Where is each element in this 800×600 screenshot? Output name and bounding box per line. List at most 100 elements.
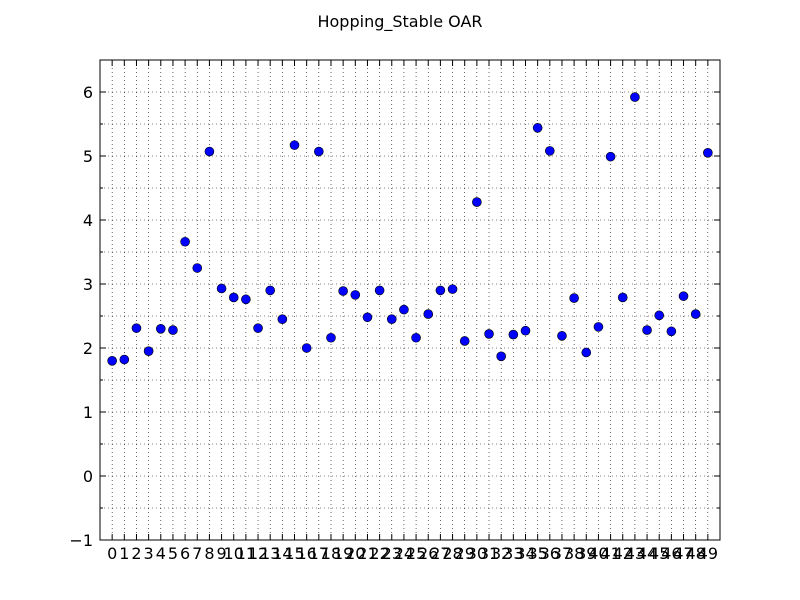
x-tick-label: 29 (455, 544, 475, 563)
data-point (411, 332, 421, 343)
x-tick-label: 43 (625, 544, 645, 563)
data-point (423, 309, 434, 319)
data-point (350, 290, 361, 300)
data-point (374, 285, 385, 296)
plot-frame (99, 59, 721, 541)
x-tick-label: 22 (369, 544, 389, 563)
x-tick-label: 35 (527, 544, 547, 563)
x-tick-label: 28 (442, 544, 462, 563)
y-tick-label: 2 (83, 339, 93, 358)
data-point (362, 312, 373, 323)
data-point (605, 151, 616, 162)
x-tick-label: 30 (467, 544, 487, 563)
grid (100, 59, 720, 541)
data-point (630, 92, 640, 102)
x-tick-label: 11 (236, 544, 256, 563)
x-tick-label: 44 (637, 544, 657, 563)
data-point (508, 329, 519, 340)
axis-ticks (100, 59, 720, 541)
x-tick-label: 1 (119, 544, 129, 563)
data-point (107, 355, 117, 366)
data-point (472, 197, 482, 207)
data-point (593, 322, 604, 332)
x-tick-label: 9 (216, 544, 226, 563)
x-tick-label: 12 (248, 544, 268, 563)
data-point (301, 343, 312, 353)
x-tick-label: 5 (168, 544, 178, 563)
data-point (192, 263, 203, 273)
x-tick-label: 7 (192, 544, 202, 563)
data-point (581, 347, 592, 358)
data-point (289, 140, 300, 150)
x-tick-label: 42 (613, 544, 633, 563)
x-tick-label: 39 (576, 544, 596, 563)
x-tick-label: 37 (552, 544, 572, 563)
data-point (617, 292, 628, 303)
data-point (143, 346, 154, 357)
data-point (204, 146, 215, 157)
x-tick-label: 2 (131, 544, 141, 563)
x-tick-label: 49 (698, 544, 718, 563)
x-tick-label: 8 (204, 544, 214, 563)
data-point (642, 325, 652, 335)
x-tick-labels: 0 1 2 3 4 5 6 7 8 9101112131415161718192021222324… (107, 544, 718, 563)
data-point (520, 325, 531, 336)
data-point (399, 304, 409, 315)
data-point (216, 283, 227, 294)
data-point (277, 314, 288, 325)
x-tick-label: 41 (600, 544, 620, 563)
data-point (459, 336, 470, 346)
data-point (155, 323, 166, 334)
x-tick-label: 23 (382, 544, 402, 563)
x-tick-label: 16 (296, 544, 316, 563)
data-point (386, 314, 397, 325)
y-tick-label: 1 (83, 403, 93, 422)
y-tick-label: −1 (69, 531, 93, 550)
data-point (131, 323, 142, 333)
data-point (168, 325, 178, 335)
x-tick-label: 45 (649, 544, 669, 563)
x-tick-label: 6 (180, 544, 190, 563)
data-point (338, 286, 348, 296)
y-tick-label: 6 (83, 83, 93, 102)
x-tick-label: 40 (588, 544, 608, 563)
x-tick-label: 33 (503, 544, 523, 563)
y-tick-label: 5 (83, 147, 93, 166)
x-tick-label: 34 (515, 544, 535, 563)
x-tick-label: 18 (321, 544, 341, 563)
data-point (484, 329, 494, 339)
data-point (253, 323, 263, 333)
data-point (241, 294, 251, 305)
x-tick-label: 13 (260, 544, 280, 563)
x-tick-label: 25 (406, 544, 426, 563)
x-tick-label: 32 (491, 544, 511, 563)
x-tick-label: 36 (540, 544, 560, 563)
x-tick-label: 19 (333, 544, 353, 563)
y-tick-label: 4 (83, 211, 93, 230)
x-tick-label: 31 (479, 544, 499, 563)
x-tick-label: 27 (430, 544, 450, 563)
x-tick-label: 46 (661, 544, 681, 563)
data-point (569, 293, 579, 303)
data-point (180, 236, 190, 247)
x-tick-label: 14 (272, 544, 292, 563)
x-tick-label: 0 (107, 544, 117, 563)
chart-title: Hopping_Stable OAR (317, 12, 482, 32)
x-tick-label: 21 (357, 544, 377, 563)
data-point (435, 285, 446, 296)
x-tick-label: 15 (284, 544, 304, 563)
data-point (314, 146, 324, 157)
data-point (532, 123, 543, 133)
data-point (654, 310, 665, 321)
x-tick-label: 3 (144, 544, 154, 563)
y-tick-labels: −1 0 1 2 3 4 5 6 (69, 83, 93, 550)
y-tick-label: 0 (83, 467, 93, 486)
data-point (703, 148, 713, 158)
data-point (265, 285, 275, 296)
data-point (678, 291, 689, 301)
data-point (666, 326, 677, 337)
data-point (690, 309, 701, 319)
data-point (326, 332, 336, 343)
x-tick-label: 24 (394, 544, 414, 563)
data-point (496, 351, 506, 362)
